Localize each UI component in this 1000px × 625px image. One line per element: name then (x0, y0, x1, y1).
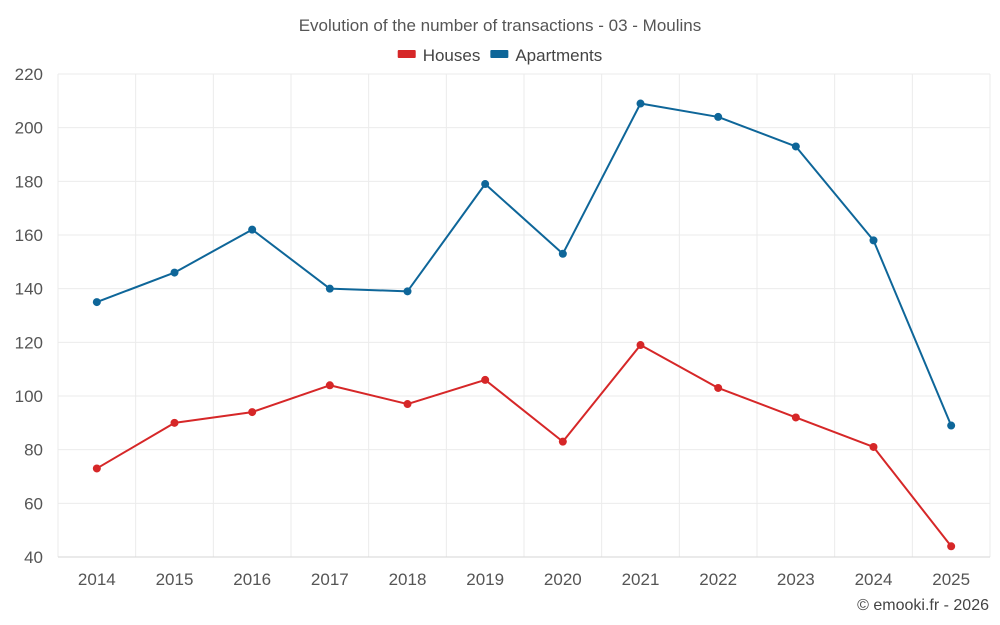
vertical-gridlines (57, 74, 991, 557)
legend-swatch (490, 50, 509, 58)
x-tick-label: 2016 (233, 570, 271, 589)
data-point-houses[interactable] (558, 437, 567, 446)
legend-label: Apartments (515, 46, 602, 65)
data-point-apartments[interactable] (92, 298, 101, 307)
data-point-apartments[interactable] (325, 284, 334, 293)
y-tick-label: 160 (15, 226, 43, 245)
y-tick-label: 120 (15, 333, 43, 352)
data-point-houses[interactable] (947, 542, 956, 551)
data-point-houses[interactable] (92, 464, 101, 473)
chart-title: Evolution of the number of transactions … (299, 16, 702, 35)
data-point-apartments[interactable] (636, 99, 645, 108)
data-point-apartments[interactable] (170, 268, 179, 277)
y-tick-label: 140 (15, 280, 43, 299)
data-point-houses[interactable] (325, 381, 334, 390)
data-point-houses[interactable] (403, 400, 412, 409)
x-tick-label: 2014 (78, 570, 116, 589)
y-tick-label: 100 (15, 387, 43, 406)
data-point-houses[interactable] (481, 375, 490, 384)
series-group (92, 99, 956, 551)
y-tick-label: 200 (15, 119, 43, 138)
x-tick-label: 2025 (932, 570, 970, 589)
credit-text: © emooki.fr - 2026 (857, 597, 989, 614)
data-point-apartments[interactable] (403, 287, 412, 296)
series-line-houses (96, 344, 952, 547)
legend-item-houses[interactable]: Houses (397, 46, 481, 65)
data-point-houses[interactable] (636, 341, 645, 350)
x-tick-label: 2015 (156, 570, 194, 589)
y-axis-ticks: 40 60 80 100 120 140 160 180 200 220 (15, 65, 43, 567)
data-point-apartments[interactable] (791, 142, 800, 151)
legend: Houses Apartments (397, 46, 602, 65)
x-tick-label: 2023 (777, 570, 815, 589)
data-point-houses[interactable] (714, 383, 723, 392)
data-point-apartments[interactable] (558, 249, 567, 258)
x-tick-label: 2020 (544, 570, 582, 589)
data-point-apartments[interactable] (481, 180, 490, 189)
y-tick-label: 40 (24, 548, 43, 567)
y-tick-label: 80 (24, 441, 43, 460)
y-tick-label: 220 (15, 65, 43, 84)
y-tick-label: 180 (15, 172, 43, 191)
y-tick-label: 60 (24, 494, 43, 513)
legend-item-apartments[interactable]: Apartments (490, 46, 602, 65)
x-tick-label: 2024 (855, 570, 893, 589)
x-tick-label: 2017 (311, 570, 349, 589)
data-point-apartments[interactable] (869, 236, 878, 245)
series-houses (92, 341, 956, 551)
x-tick-label: 2018 (389, 570, 427, 589)
legend-label: Houses (423, 46, 481, 65)
data-point-houses[interactable] (248, 408, 257, 417)
data-point-apartments[interactable] (248, 225, 257, 234)
data-point-apartments[interactable] (947, 421, 956, 430)
x-tick-label: 2021 (622, 570, 660, 589)
series-apartments (92, 99, 956, 430)
data-point-houses[interactable] (791, 413, 800, 422)
x-tick-label: 2019 (466, 570, 504, 589)
legend-swatch (397, 50, 416, 58)
x-axis-ticks: 2014 2015 2016 2017 2018 2019 2020 2021 2022 2023… (78, 570, 970, 589)
series-line-apartments (96, 102, 953, 426)
data-point-apartments[interactable] (714, 112, 723, 121)
data-point-houses[interactable] (869, 442, 878, 451)
data-point-houses[interactable] (170, 418, 179, 427)
x-tick-label: 2022 (699, 570, 737, 589)
